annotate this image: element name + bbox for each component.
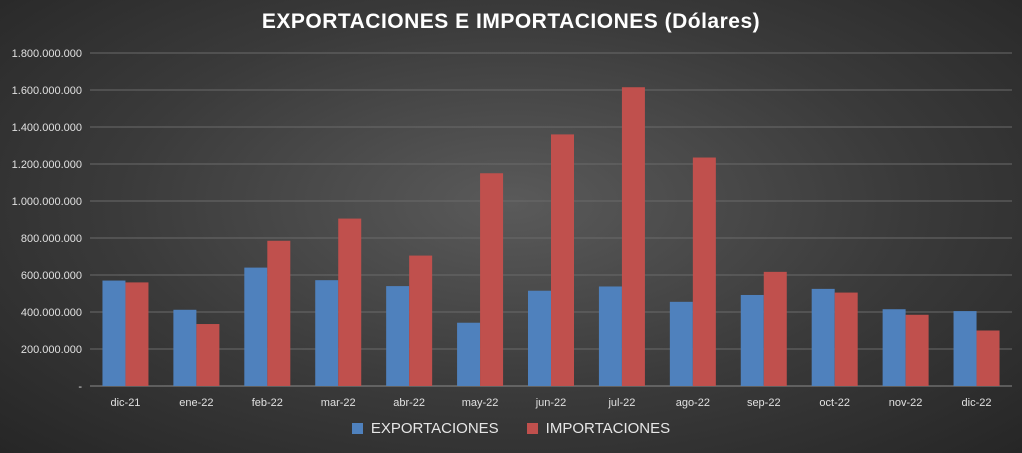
legend-label-importaciones: IMPORTACIONES [545,420,671,437]
y-tick-label: 1.000.000.000 [12,196,82,208]
y-tick-label: 1.800.000.000 [12,48,82,60]
bar-importaciones-sep-22 [763,271,787,386]
x-tick-label: ene-22 [179,397,213,409]
bar-exportaciones-mar-22 [315,280,339,386]
legend-item-importaciones: IMPORTACIONES [526,420,671,437]
bar-exportaciones-ago-22 [669,301,693,386]
x-tick-label: sep-22 [747,397,781,409]
x-tick-label: may-22 [462,397,499,409]
bar-exportaciones-nov-22 [882,309,906,386]
x-tick-label: mar-22 [321,397,356,409]
bar-importaciones-jun-22 [551,134,574,386]
y-tick-label: 1.400.000.000 [12,122,82,134]
legend: EXPORTACIONES IMPORTACIONES [0,420,1022,437]
y-tick-label: 400.000.000 [21,307,82,319]
y-tick-label: 1.600.000.000 [12,85,82,97]
x-tick-label: jun-22 [535,397,567,409]
bar-exportaciones-jun-22 [528,290,551,386]
legend-swatch-importaciones [526,423,538,434]
bar-importaciones-oct-22 [834,292,858,386]
y-tick-label: - [78,381,82,393]
bar-exportaciones-dic-22 [953,311,977,386]
bar-exportaciones-feb-22 [244,267,268,386]
bar-importaciones-may-22 [480,173,504,386]
bar-importaciones-abr-22 [409,255,433,386]
bar-exportaciones-oct-22 [811,288,835,386]
x-tick-label: oct-22 [819,397,850,409]
x-tick-label: ago-22 [676,397,710,409]
bar-exportaciones-sep-22 [740,294,764,386]
bar-importaciones-mar-22 [338,218,362,386]
y-tick-label: 1.200.000.000 [12,159,82,171]
y-tick-label: 200.000.000 [21,344,82,356]
y-tick-label: 600.000.000 [21,270,82,282]
chart-title: EXPORTACIONES E IMPORTACIONES (Dólares) [261,10,761,33]
x-tick-label: jul-22 [607,397,635,409]
legend-item-exportaciones: EXPORTACIONES [351,420,499,437]
x-tick-label: dic-21 [110,397,140,409]
bar-exportaciones-jul-22 [598,286,622,386]
x-tick-label: feb-22 [252,397,283,409]
bar-importaciones-ene-22 [196,324,220,386]
x-tick-label: abr-22 [393,397,425,409]
bar-importaciones-ago-22 [692,157,716,386]
bar-exportaciones-abr-22 [386,286,410,386]
bar-importaciones-feb-22 [267,240,291,386]
x-tick-label: nov-22 [889,397,923,409]
x-tick-label: dic-22 [962,397,992,409]
legend-swatch-exportaciones [351,423,363,434]
bar-exportaciones-may-22 [457,322,481,386]
bar-importaciones-nov-22 [905,314,929,386]
bar-importaciones-dic-22 [976,330,1000,386]
legend-label-exportaciones: EXPORTACIONES [370,420,499,437]
bar-importaciones-dic-21 [125,282,149,386]
bar-importaciones-jul-22 [621,87,645,386]
y-tick-label: 800.000.000 [21,233,82,245]
bar-exportaciones-ene-22 [173,309,197,386]
bar-exportaciones-dic-21 [102,280,126,386]
